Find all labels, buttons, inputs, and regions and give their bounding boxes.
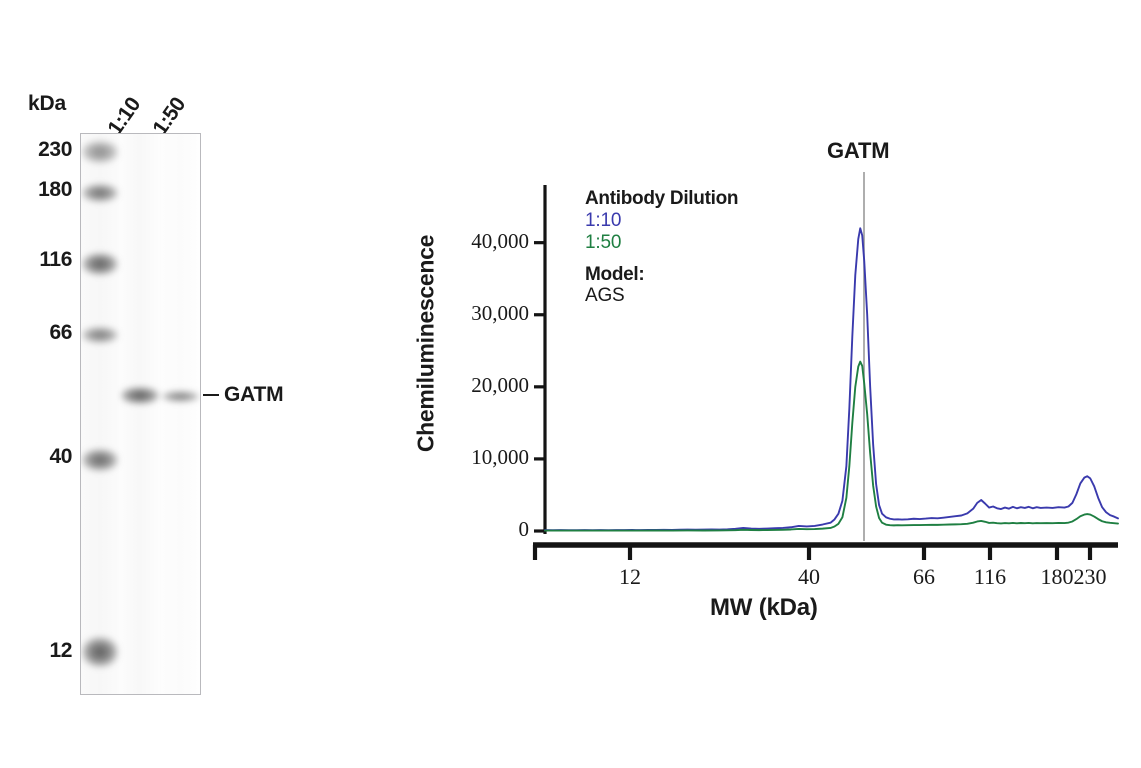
blot-lane-1-10: [120, 134, 160, 694]
mw-label-116: 116: [39, 248, 72, 271]
mw-label-180: 180: [38, 178, 72, 201]
blot-gatm-label: GATM: [224, 383, 284, 406]
blot-ladder-band-116: [82, 253, 118, 275]
y-tick-label-0: 0: [518, 517, 530, 541]
plot-axes: [532, 185, 1118, 560]
trace-1-50: [544, 360, 1119, 532]
blot-lane-1-50: [161, 134, 200, 694]
x-tick-label-66: 66: [913, 564, 935, 589]
blot-ladder-band-12: [82, 637, 118, 667]
legend-title: Antibody Dilution: [585, 188, 739, 209]
x-tick-label-230: 230: [1073, 564, 1107, 589]
electropherogram-panel: Chemiluminescence MW (kDa) GATM 0 10,000 2…: [380, 0, 1141, 768]
x-tick-label-116: 116: [973, 564, 1007, 589]
blot-gatm-band-1-50: [162, 391, 199, 402]
blot-lane-ladder: [81, 134, 119, 694]
molecular-weight-label-column: 230 180 116 66 40 12: [8, 0, 72, 768]
kda-unit-header: kDa: [28, 92, 66, 115]
legend-entry-1-10: 1:10: [585, 210, 622, 232]
mw-label-66: 66: [49, 321, 72, 344]
x-tick-label-12: 12: [619, 564, 641, 589]
legend-model-title: Model:: [585, 263, 645, 285]
legend-model-value: AGS: [585, 285, 625, 307]
blot-ladder-band-66: [82, 327, 118, 343]
mw-label-12: 12: [49, 639, 72, 662]
blot-ladder-band-40: [82, 449, 118, 471]
x-axis-title: MW (kDa): [710, 594, 818, 621]
electropherogram-plot: [532, 172, 1119, 560]
blot-gatm-band-1-10: [121, 387, 159, 404]
y-tick-label-30000: 30,000: [471, 300, 529, 325]
plot-series-group: [544, 227, 1119, 532]
y-tick-label-10000: 10,000: [471, 444, 529, 469]
legend-entry-1-50: 1:50: [585, 231, 622, 253]
blot-ladder-band-230: [82, 141, 118, 163]
western-blot-panel: kDa 1:10 1:50 230 180 116 66 40 12 GATM: [0, 0, 380, 768]
x-tick-label-180: 180: [1040, 564, 1074, 589]
mw-label-40: 40: [49, 445, 72, 468]
y-tick-label-20000: 20,000: [471, 372, 529, 397]
chart-legend: Antibody Dilution 1:10 1:50 Model: AGS: [585, 188, 739, 307]
mw-label-230: 230: [38, 138, 72, 161]
blot-image: [80, 133, 201, 695]
blot-gatm-pointer-icon: [203, 394, 219, 396]
blot-ladder-band-180: [82, 184, 118, 202]
y-tick-label-40000: 40,000: [471, 228, 529, 253]
x-tick-label-40: 40: [798, 564, 820, 589]
chart-gatm-annotation-label: GATM: [827, 138, 890, 163]
